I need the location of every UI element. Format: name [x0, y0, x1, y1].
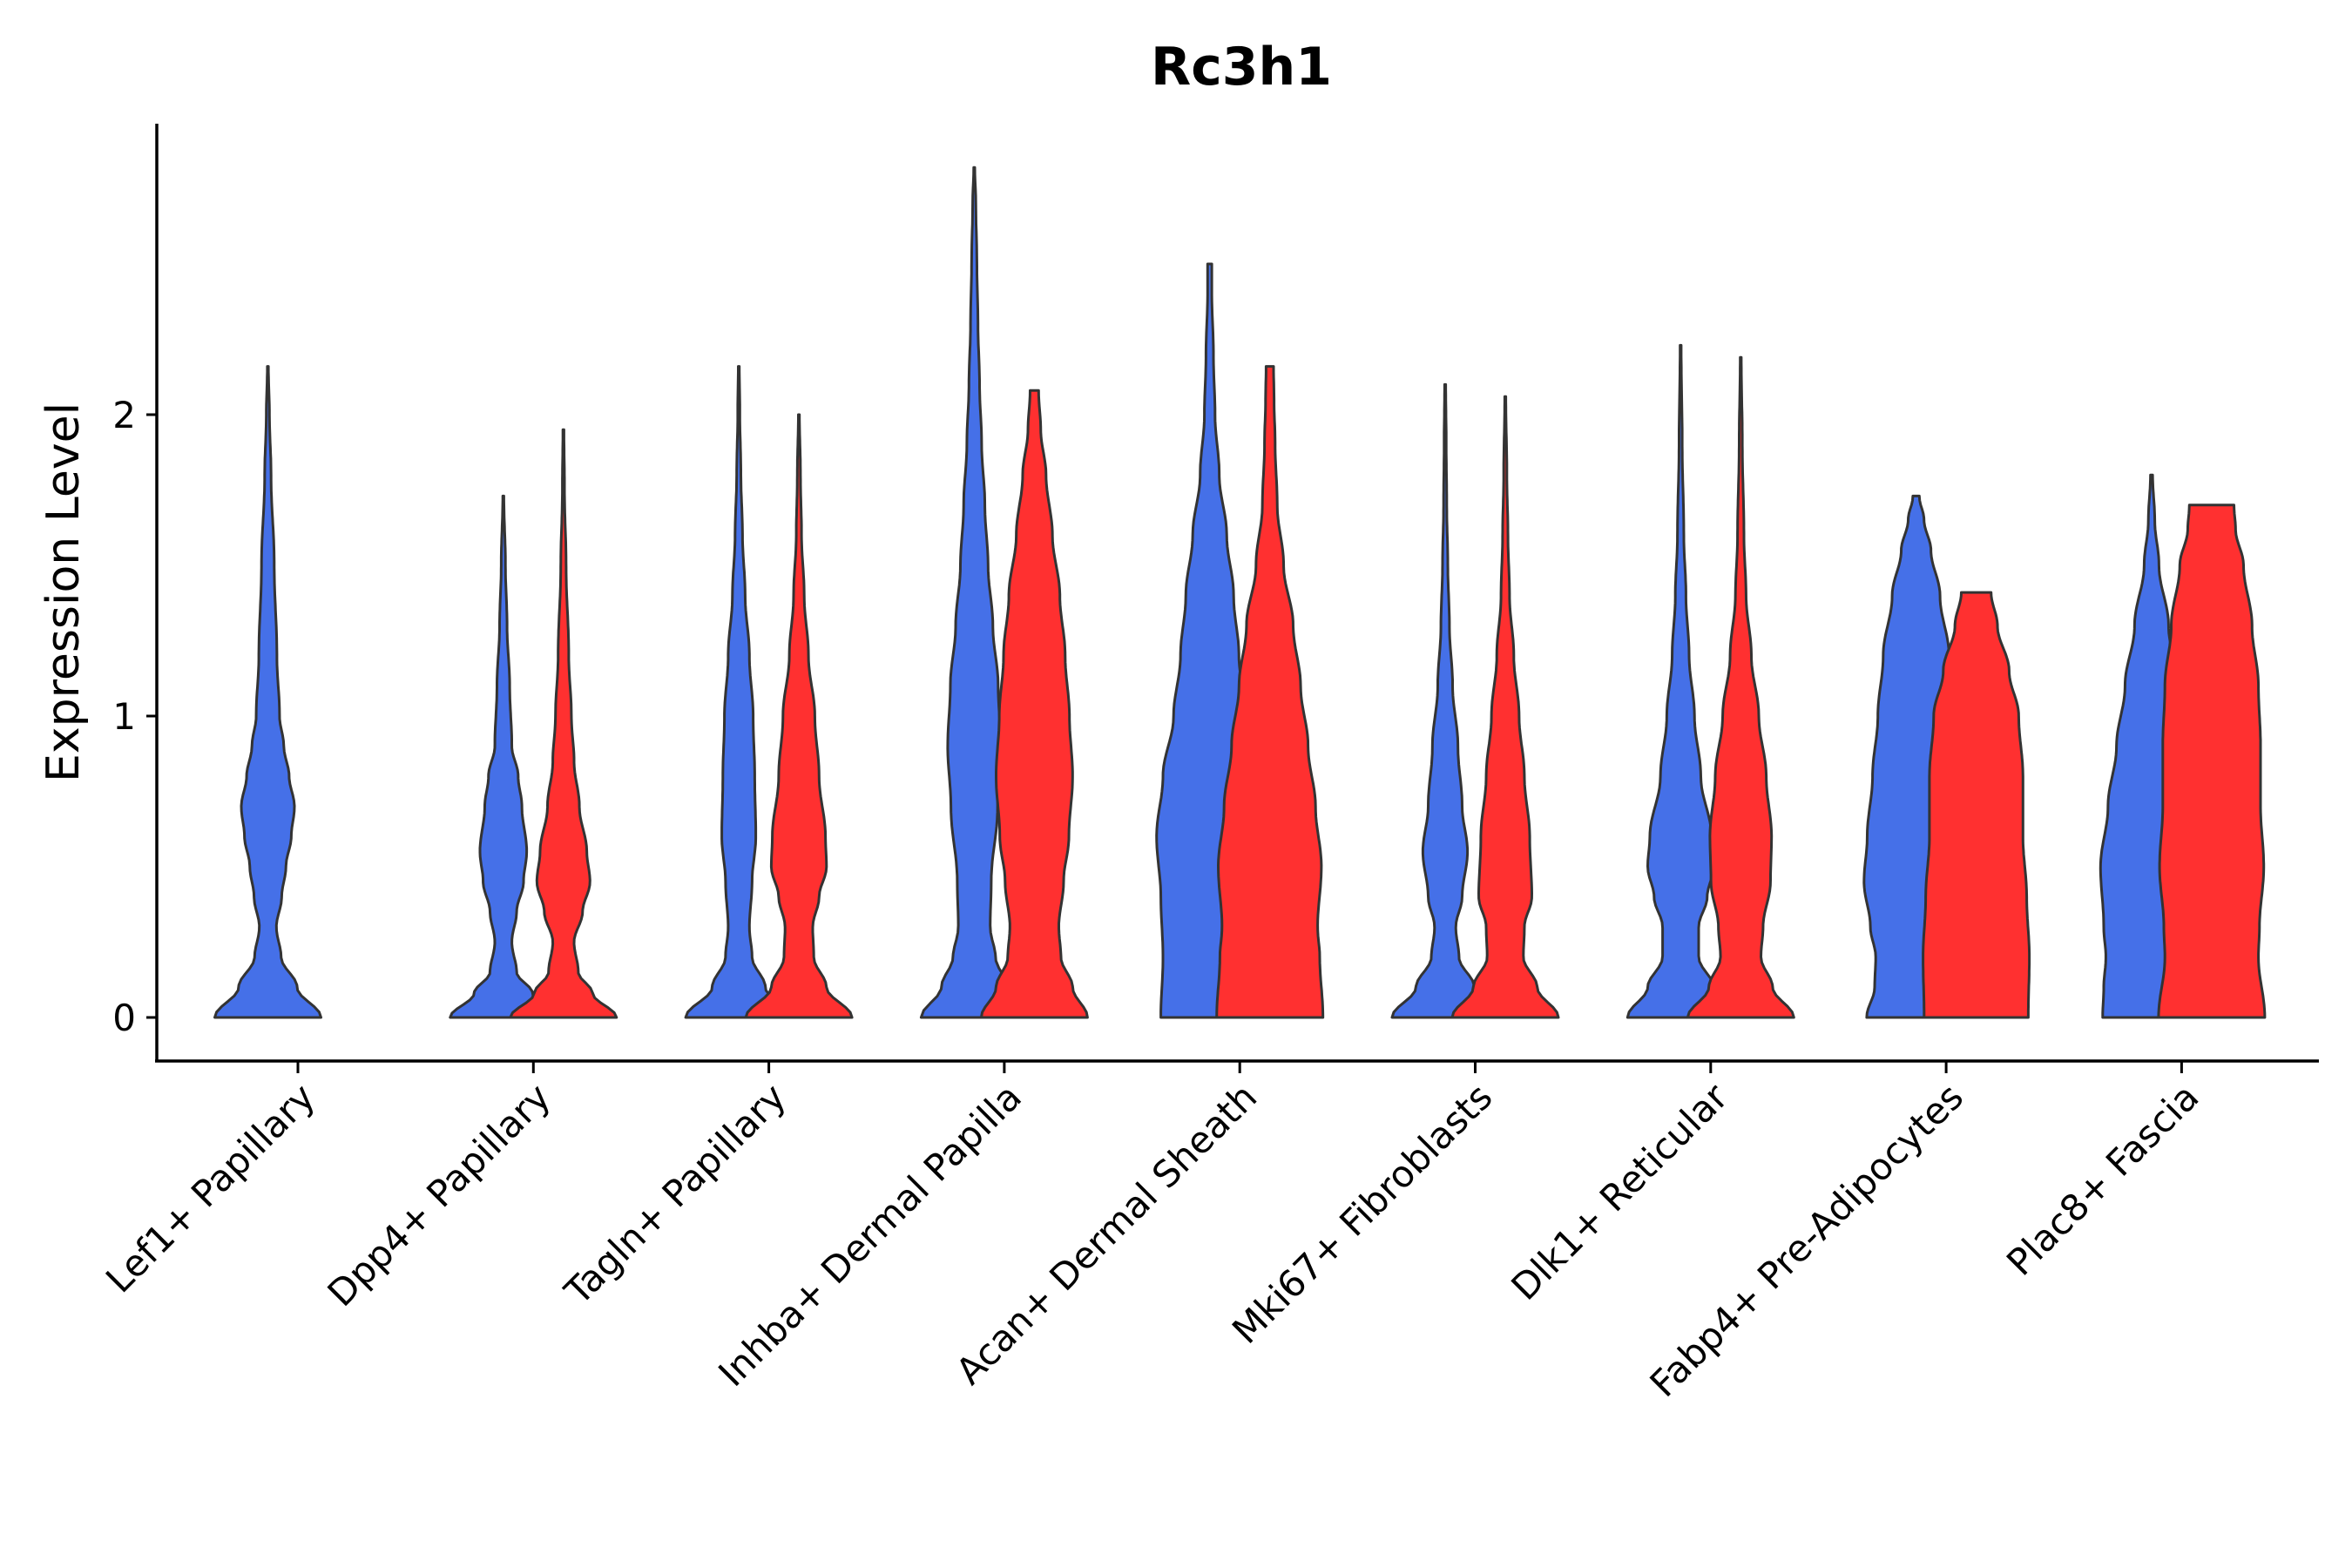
- y-tick-label: 2: [112, 394, 136, 436]
- violin-acan-dermal-sheath-series-2: [1215, 365, 1325, 1019]
- x-tick-label: Lef1+ Papillary: [98, 1075, 323, 1301]
- violin-fabp4-pre-adipocytes-series-2: [1922, 591, 2031, 1019]
- violin-dpp4-papillary-series-2: [509, 428, 618, 1019]
- violin-mki67-fibroblasts-series-2: [1450, 395, 1560, 1019]
- violin-mki67-fibroblasts-series-1: [1390, 382, 1500, 1019]
- violin-inhba-dermal-papilla-series-2: [979, 389, 1089, 1019]
- violin-tagln-papillary-series-1: [684, 365, 794, 1019]
- violin-lef1-papillary-series-1: [213, 365, 322, 1019]
- y-ticks: 0 1 2: [112, 394, 157, 1039]
- y-axis-label: Expression Level: [37, 402, 90, 782]
- y-tick-label: 1: [112, 695, 136, 738]
- x-tick-label: Plac8+ Fascia: [1998, 1075, 2207, 1283]
- y-tick-label: 0: [112, 997, 136, 1039]
- violin-dlk1-reticular-series-1: [1625, 343, 1735, 1019]
- axes: [155, 124, 2319, 1063]
- x-tick-label: Mki67+ Fibroblasts: [1224, 1075, 1500, 1351]
- x-tick-label: Dpp4+ Papillary: [320, 1075, 559, 1315]
- violin-tagln-papillary-series-2: [744, 413, 854, 1019]
- x-tick-label: Dlk1+ Reticular: [1503, 1075, 1736, 1308]
- chart-title: Rc3h1: [1151, 37, 1332, 98]
- violin-dpp4-papillary-series-1: [449, 494, 558, 1019]
- x-tick-label: Tagln+ Papillary: [556, 1075, 794, 1313]
- violin-dlk1-reticular-series-2: [1686, 355, 1795, 1019]
- violin-plac8-fascia-series-2: [2157, 504, 2267, 1019]
- violin-layer: [213, 166, 2267, 1019]
